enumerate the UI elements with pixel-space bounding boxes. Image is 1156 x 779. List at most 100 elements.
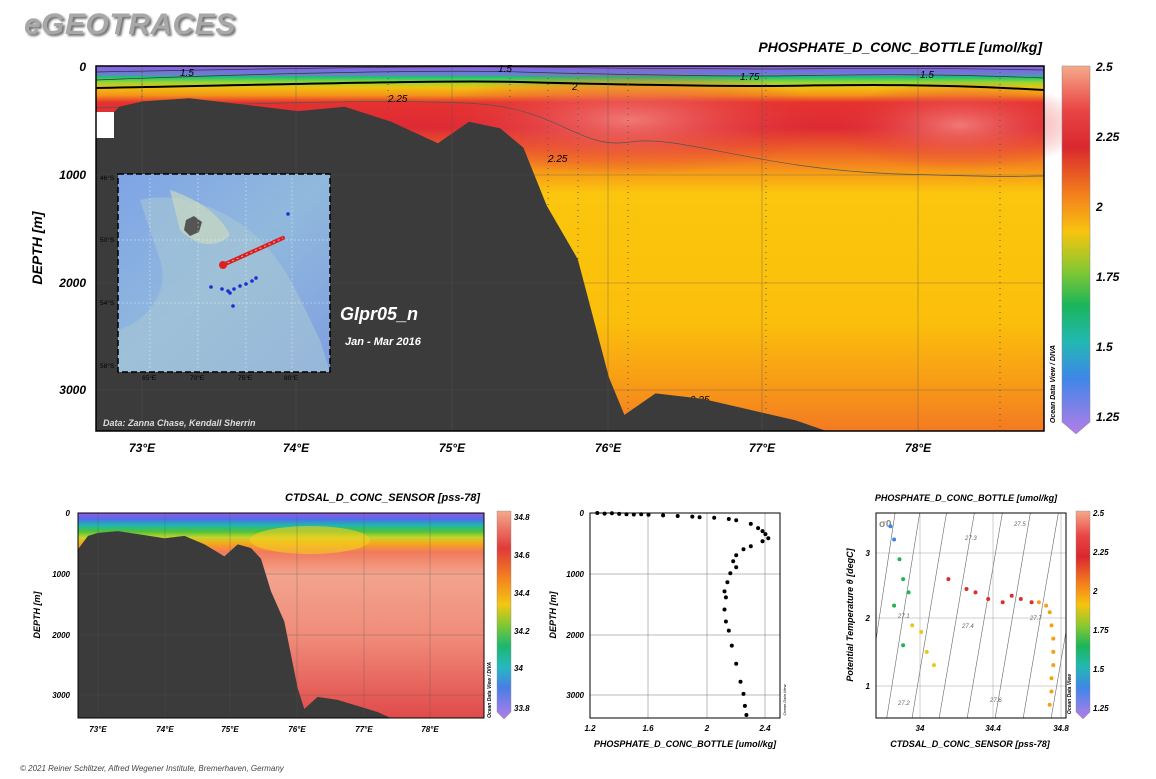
profile-plot-area	[590, 513, 780, 718]
ts-point	[1000, 600, 1005, 605]
ts-point	[1051, 636, 1056, 641]
ts-point	[1049, 676, 1054, 681]
profile-frame	[589, 512, 781, 719]
profile-point	[722, 589, 727, 594]
main-x-tick: 77°E	[749, 441, 776, 455]
profile-point	[731, 559, 736, 564]
ts-point	[892, 603, 897, 608]
main-chart-title: PHOSPHATE_D_CONC_BOTTLE [umol/kg]	[758, 39, 1043, 55]
odv-credit: Ocean Data View / DIVA	[1050, 345, 1057, 423]
main-plot-frame	[95, 65, 1045, 432]
ts-point	[901, 577, 906, 582]
main-colorbar-tick: 1.5	[1096, 340, 1113, 354]
ts-colorbar-tick: 2	[1092, 587, 1098, 596]
profile-point	[763, 532, 768, 537]
profile-point	[738, 679, 743, 684]
ts-colorbar-tick: 2.5	[1092, 509, 1105, 518]
ts-point	[906, 590, 911, 595]
ts-point	[1044, 603, 1049, 608]
profile-point	[697, 515, 702, 520]
profile-y-tick: 2000	[565, 631, 584, 640]
contour-label: 2.25	[387, 94, 408, 105]
profile-y-tick: 1000	[566, 570, 584, 579]
profile-point	[734, 565, 739, 570]
salinity-x-tick: 76°E	[288, 725, 306, 734]
isopycnal-lines	[876, 513, 1066, 718]
isopycnal-label: 27.3	[964, 536, 977, 542]
isopycnal-label: 27.1	[897, 614, 910, 620]
main-x-tick: 73°E	[129, 441, 156, 455]
main-colorbar	[1061, 65, 1091, 435]
ts-y-tick: 2	[865, 614, 871, 623]
data-credit: Data: Zanna Chase, Kendall Sherrin	[103, 418, 256, 428]
heard-island-icon	[184, 216, 202, 236]
contour-label: 2.25	[547, 154, 568, 165]
phosphate-maximum-east	[830, 80, 1090, 170]
ts-points	[888, 524, 1056, 707]
main-x-tick: 75°E	[439, 441, 466, 455]
inset-lat-tick: 46°S	[100, 174, 115, 182]
profile-point	[725, 580, 730, 585]
salinity-y-tick: 1000	[52, 570, 70, 579]
isopycnal-label: 27.2	[897, 701, 910, 707]
profile-point	[602, 511, 607, 516]
ts-point	[986, 597, 991, 601]
main-x-tick: 78°E	[905, 441, 932, 455]
profile-point	[734, 661, 739, 666]
profile-point	[760, 529, 765, 534]
profile-point	[760, 539, 765, 544]
profile-point	[675, 514, 680, 518]
ts-odv-credit: Ocean Data View	[1067, 673, 1073, 714]
contour-label: 1.75	[740, 72, 760, 83]
ts-point	[964, 587, 969, 591]
salinity-colorbar-tick: 34.2	[514, 627, 530, 636]
salinity-x-tick: 75°E	[221, 725, 239, 734]
main-y-tick: 1000	[59, 168, 86, 182]
inset-lon-tick: 80°E	[284, 374, 299, 382]
profile-x-tick: 2.4	[758, 724, 771, 733]
ts-y-tick: 1	[866, 682, 871, 691]
ts-frame	[875, 512, 1067, 719]
profile-point	[734, 553, 739, 558]
profile-point	[712, 515, 717, 520]
ts-y-tick: 3	[866, 549, 871, 558]
main-y-tick: 3000	[59, 383, 86, 397]
profile-points	[595, 511, 771, 717]
ts-point	[973, 590, 978, 595]
surface-low-band	[96, 66, 1044, 76]
date-label: Jan - Mar 2016	[345, 336, 422, 348]
ts-colorbar-tick: 1.75	[1093, 626, 1109, 635]
contour-label: 1.5	[920, 70, 934, 81]
missing-data-gap	[96, 112, 114, 138]
main-colorbar-tick: 1.75	[1096, 270, 1120, 284]
profile-point	[741, 691, 746, 696]
ts-x-tick: 34.8	[1053, 724, 1069, 733]
salinity-y-tick: 2000	[51, 631, 70, 640]
salinity-bathymetry	[78, 531, 391, 718]
ts-point	[910, 623, 915, 628]
profile-point	[742, 703, 747, 708]
contour-label: 2	[571, 82, 578, 93]
ts-point	[1018, 597, 1023, 601]
contour-label: 1.5	[498, 64, 512, 75]
main-colorbar-tick: 2.5	[1095, 60, 1113, 74]
profile-x-tick: 1.6	[642, 724, 654, 733]
sigma-symbol: σ0	[879, 519, 892, 530]
egeotraces-logo: eGEOTRACES	[24, 8, 236, 41]
ts-colorbar-tick: 2.25	[1092, 548, 1109, 557]
contour-2	[95, 80, 1045, 91]
copyright-footer: © 2021 Reiner Schlitzer, Alfred Wegener …	[20, 764, 284, 773]
profile-odv-credit: Ocean Data View	[782, 683, 787, 715]
ts-diagram-chart: 27.2 27.1 27.3 27.4 27.5 27.6 27.7 σ0 PH…	[845, 493, 1109, 749]
inset-lon-tick: 70°E	[190, 374, 205, 382]
isopycnal-label: 27.5	[1013, 522, 1026, 528]
main-x-tick: 74°E	[283, 441, 310, 455]
ts-x-axis-label: CTDSAL_D_CONC_SENSOR [pss-78]	[890, 739, 1051, 749]
main-y-tick: 0	[79, 60, 86, 74]
contour-label: 1.5	[180, 68, 194, 79]
profile-point	[756, 526, 761, 531]
salinity-y-axis-label: DEPTH [m]	[32, 590, 42, 638]
profile-point	[748, 521, 753, 526]
ts-x-tick: 34.4	[985, 724, 1001, 733]
salinity-colorbar-tick: 34.4	[514, 589, 530, 598]
